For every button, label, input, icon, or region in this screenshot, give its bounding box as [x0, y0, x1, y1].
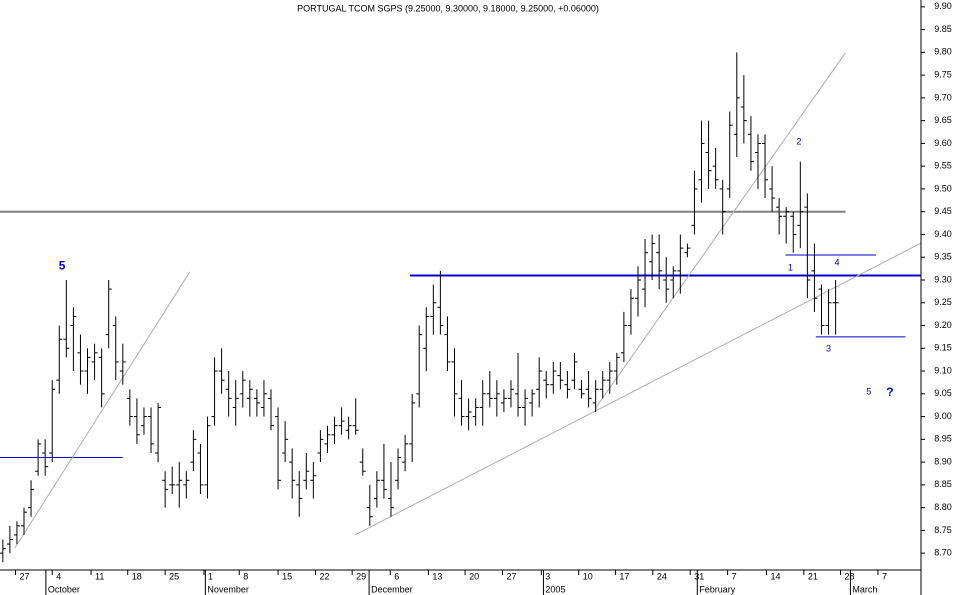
overlay-line [354, 242, 921, 536]
x-tick-label: 28 [845, 571, 855, 581]
x-tick-label: 22 [319, 571, 329, 581]
month-label: October [48, 584, 80, 594]
month-label: March [852, 584, 877, 594]
x-tick-label: 6 [394, 571, 399, 581]
y-tick-label: 9.50 [934, 183, 952, 193]
wave-label: 2 [796, 136, 801, 146]
x-tick-label: 15 [282, 571, 292, 581]
x-tick-label: 8 [243, 571, 248, 581]
y-tick-label: 9.75 [934, 69, 952, 79]
y-tick-label: 9.05 [934, 388, 952, 398]
x-tick-label: 11 [95, 571, 104, 581]
y-tick-label: 9.15 [934, 343, 952, 353]
y-tick-label: 9.65 [934, 115, 952, 125]
wave-label: 5 [866, 386, 871, 396]
x-tick-label: 18 [132, 571, 142, 581]
x-tick-label: 27 [506, 571, 516, 581]
wave-label: 3 [826, 344, 831, 354]
y-tick-label: 9.40 [934, 229, 952, 239]
x-tick-label: 29 [356, 571, 366, 581]
plot-area [0, 52, 921, 563]
y-tick-label: 9.30 [934, 274, 952, 284]
x-tick-label: 13 [432, 571, 442, 581]
y-tick-label: 8.95 [934, 434, 952, 444]
x-tick-label: 21 [808, 571, 818, 581]
y-tick-label: 9.25 [934, 297, 952, 307]
wave-label: 4 [835, 258, 840, 268]
x-tick-label: 7 [732, 571, 737, 581]
y-tick-label: 8.75 [934, 525, 952, 535]
x-tick-label: 24 [657, 571, 667, 581]
y-tick-label: 9.00 [934, 411, 952, 421]
x-tick-label: 27 [20, 571, 30, 581]
y-tick-label: 9.60 [934, 138, 952, 148]
overlay-line [14, 271, 191, 549]
month-label: November [207, 584, 249, 594]
y-tick-label: 9.90 [934, 1, 952, 11]
y-tick-label: 8.70 [934, 548, 952, 558]
y-tick-label: 9.20 [934, 320, 952, 330]
x-tick-label: 7 [882, 571, 887, 581]
wave-label: 1 [788, 263, 793, 273]
x-tick-label: 20 [469, 571, 479, 581]
overlay-line [595, 52, 846, 409]
y-tick-label: 9.55 [934, 161, 952, 171]
y-tick-label: 9.35 [934, 252, 952, 262]
x-tick-label: 17 [619, 571, 629, 581]
x-tick-label: 10 [583, 571, 593, 581]
y-tick-label: 9.85 [934, 24, 952, 34]
y-tick-label: 9.45 [934, 206, 952, 216]
chart-title: PORTUGAL TCOM SGPS (9.25000, 9.30000, 9.… [297, 3, 599, 13]
y-tick-label: 8.90 [934, 456, 952, 466]
x-tick-label: 14 [770, 571, 780, 581]
wave-label: ? [886, 385, 893, 399]
x-tick-label: 4 [56, 571, 61, 581]
x-tick-label: 1 [208, 571, 213, 581]
wave-label: 5 [59, 259, 66, 273]
x-tick-label: 31 [694, 571, 704, 581]
y-tick-label: 9.10 [934, 365, 952, 375]
y-tick-label: 8.80 [934, 502, 952, 512]
y-tick-label: 9.80 [934, 47, 952, 57]
month-label: February [699, 584, 736, 594]
month-label: 2005 [545, 584, 565, 594]
x-tick-label: 3 [545, 571, 550, 581]
y-tick-label: 9.70 [934, 92, 952, 102]
x-tick-label: 25 [169, 571, 179, 581]
y-tick-label: 8.85 [934, 479, 952, 489]
month-label: December [371, 584, 413, 594]
